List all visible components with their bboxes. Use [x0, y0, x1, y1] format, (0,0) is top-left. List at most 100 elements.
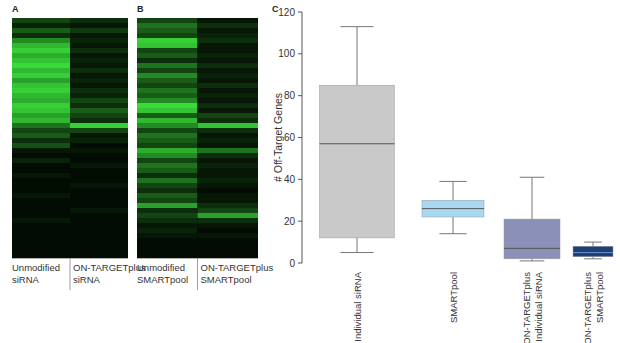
upper-whisker [593, 242, 594, 246]
heatmap-cell [137, 193, 198, 198]
heatmap-cell [137, 118, 198, 123]
heatmap-cell [70, 53, 128, 58]
heatmap-background [12, 18, 128, 258]
heatmap-cell [137, 33, 198, 38]
y-tick-label: 80 [284, 90, 296, 101]
heatmap-cell [198, 238, 259, 243]
label-line: siRNA [12, 274, 40, 285]
heatmap-cell [198, 73, 259, 78]
heatmap-cell [198, 173, 259, 178]
label-line: Unmodified [137, 262, 185, 273]
lower-whisker [357, 238, 358, 253]
heatmap-cell [70, 73, 128, 78]
heatmap-cell [12, 193, 70, 198]
y-tick-label: 20 [284, 216, 296, 227]
column-label: ON-TARGETplussiRNA [73, 262, 146, 285]
heatmap-cell [198, 193, 259, 198]
heatmap-cell [12, 188, 70, 193]
heatmap-cell [70, 228, 128, 233]
heatmap-cell [70, 238, 128, 243]
y-tick [298, 263, 302, 264]
upper-cap [341, 26, 374, 27]
y-tick [298, 137, 302, 138]
heatmap-cell [70, 168, 128, 173]
heatmap-cell [70, 43, 128, 48]
y-tick [298, 53, 302, 54]
x-tick-label: ON-TARGETplusIndividual siRNA [521, 271, 544, 343]
heatmap-cell [137, 173, 198, 178]
y-tick [298, 12, 302, 13]
heatmap-cell [137, 108, 198, 113]
heatmap-cell [12, 113, 70, 118]
heatmap-cell [137, 23, 198, 28]
heatmap-cell [70, 208, 128, 213]
heatmap-cell [70, 68, 128, 73]
y-tick [298, 221, 302, 222]
heatmap-cell [137, 113, 198, 118]
heatmap-cell [137, 123, 198, 128]
heatmap-cell [12, 93, 70, 98]
heatmap-cell [137, 143, 198, 148]
heatmap-cell [12, 18, 70, 23]
y-tick-label: 0 [289, 258, 295, 269]
heatmap-cell [198, 53, 259, 58]
heatmap-cell [137, 73, 198, 78]
heatmap [137, 18, 258, 258]
upper-cap [439, 181, 466, 182]
heatmap-cell [12, 33, 70, 38]
column-label: ON-TARGETplusSMARTpool [201, 262, 274, 285]
heatmap-cell [70, 118, 128, 123]
heatmap-cell [70, 63, 128, 68]
heatmap-cell [70, 218, 128, 223]
heatmap-cell [12, 68, 70, 73]
heatmap-cell [198, 253, 259, 258]
heatmap-cell [12, 173, 70, 178]
heatmap-cell [198, 133, 259, 138]
heatmap-cell [70, 28, 128, 33]
heatmap-cell [12, 178, 70, 183]
heatmap-cell [137, 248, 198, 253]
heatmap-cell [137, 58, 198, 63]
heatmap-cell [198, 198, 259, 203]
heatmap-cell [70, 143, 128, 148]
heatmap-cell [70, 158, 128, 163]
heatmap-cell [198, 43, 259, 48]
heatmap-cell [137, 153, 198, 158]
heatmap-cell [12, 233, 70, 238]
median [573, 252, 613, 253]
heatmap-cell [70, 233, 128, 238]
heatmap-cell [198, 33, 259, 38]
heatmap-cell [137, 178, 198, 183]
lower-cap [439, 233, 466, 234]
y-tick-label: 120 [278, 7, 295, 18]
heatmap-cell [137, 238, 198, 243]
heatmap-cell [12, 213, 70, 218]
label-line: ON-TARGETplus [73, 262, 146, 273]
heatmap-cell [198, 58, 259, 63]
heatmap-cell [12, 128, 70, 133]
heatmap-cell [137, 203, 198, 208]
heatmap-cell [137, 68, 198, 73]
heatmap-cell [12, 138, 70, 143]
median [504, 248, 560, 249]
heatmap-cell [137, 63, 198, 68]
heatmap-cell [198, 158, 259, 163]
heatmap-cell [70, 33, 128, 38]
heatmap-cell [12, 28, 70, 33]
y-axis-label: # Off-Target Genes [272, 93, 284, 182]
heatmap-cell [198, 213, 259, 218]
label-line: siRNA [73, 274, 101, 285]
heatmap-cell [12, 203, 70, 208]
heatmap-cell [137, 103, 198, 108]
heatmap-cell [198, 103, 259, 108]
heatmap-cell [70, 98, 128, 103]
heatmap-cell [70, 148, 128, 153]
label-line: ON-TARGETplus [201, 262, 274, 273]
heatmap-cell [198, 228, 259, 233]
heatmap-cell [198, 83, 259, 88]
heatmap-cell [198, 63, 259, 68]
heatmap-cell [137, 78, 198, 83]
label-line: Individual siRNA [352, 271, 363, 341]
heatmap-cell [137, 133, 198, 138]
heatmap-cell [70, 113, 128, 118]
